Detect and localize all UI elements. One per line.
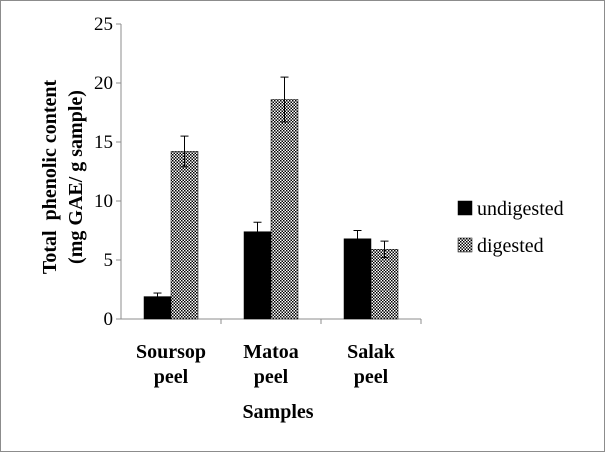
x-axis-title: Samples — [242, 401, 313, 423]
bars — [143, 99, 399, 320]
y-tick-label: 5 — [104, 250, 114, 271]
category-label: Salak — [347, 341, 396, 363]
bar-digested — [370, 249, 399, 320]
y-axis-title-line-1: Total phenolic content — [39, 80, 61, 275]
y-tick-label: 15 — [94, 132, 113, 153]
y-tick-label: 20 — [94, 73, 113, 94]
category-label: Matoa — [243, 341, 299, 363]
y-axis-title: Total phenolic content (mg GAE/ g sample… — [39, 80, 87, 275]
legend-swatch-digested — [457, 237, 473, 253]
bar-digested — [170, 151, 199, 320]
category-label: peel — [254, 366, 289, 388]
error-bars — [153, 76, 389, 301]
y-tick-label: 25 — [94, 14, 113, 35]
y-tick-label: 0 — [104, 309, 114, 330]
legend-label-undigested: undigested — [477, 198, 564, 220]
y-tick-label: 10 — [94, 191, 113, 212]
legend-label-digested: digested — [477, 235, 544, 257]
bar-undigested — [343, 238, 372, 320]
bar-digested — [270, 99, 299, 320]
legend: undigested digested — [457, 198, 564, 257]
category-label: peel — [354, 366, 389, 388]
category-label: peel — [154, 366, 189, 388]
y-tick-labels: 0 5 10 15 20 25 — [94, 14, 113, 330]
category-label: Soursop — [136, 341, 206, 363]
y-axis-title-line-2: (mg GAE/ g sample) — [65, 90, 87, 264]
bar-undigested — [243, 231, 272, 320]
legend-swatch-undigested — [457, 200, 473, 216]
category-labels: Soursop peel Matoa peel Salak peel — [136, 341, 396, 388]
